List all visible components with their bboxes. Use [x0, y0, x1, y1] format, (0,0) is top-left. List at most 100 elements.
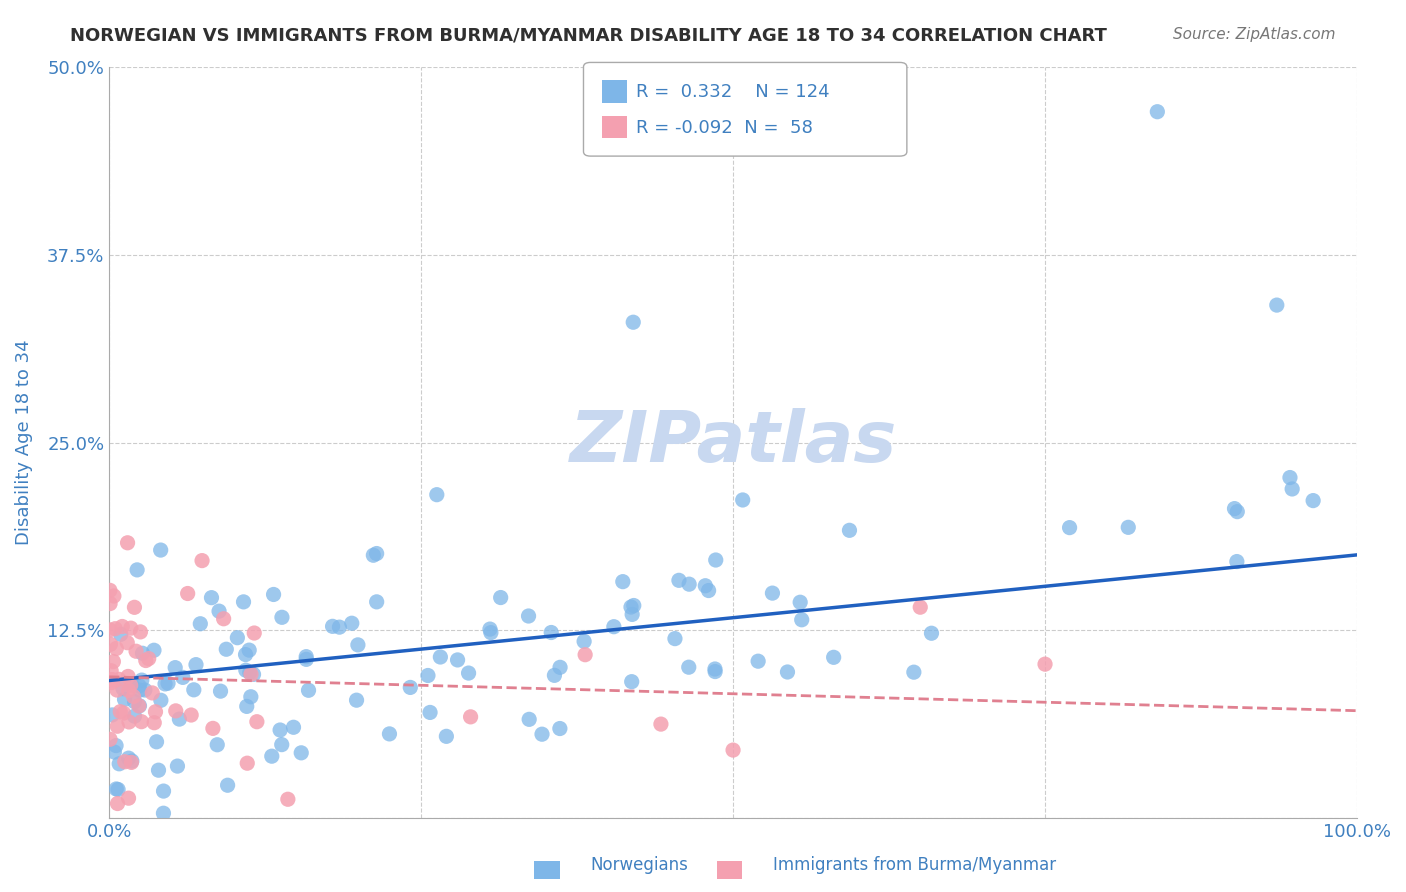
- Point: [328, 620, 350, 634]
- Point: [478, 622, 501, 636]
- Text: R =  0.332    N = 124: R = 0.332 N = 124: [636, 83, 830, 101]
- Text: NORWEGIAN VS IMMIGRANTS FROM BURMA/MYANMAR DISABILITY AGE 18 TO 34 CORRELATION C: NORWEGIAN VS IMMIGRANTS FROM BURMA/MYANM…: [70, 27, 1107, 45]
- Point: [346, 693, 368, 707]
- Point: [107, 797, 129, 811]
- Point: [363, 548, 385, 562]
- Point: [125, 644, 148, 658]
- Point: [903, 665, 925, 680]
- Point: [239, 665, 262, 680]
- Point: [246, 714, 269, 729]
- Point: [434, 729, 457, 743]
- Point: [269, 723, 291, 737]
- Point: [290, 746, 312, 760]
- Text: Source: ZipAtlas.com: Source: ZipAtlas.com: [1173, 27, 1336, 42]
- Point: [128, 683, 150, 698]
- Point: [101, 673, 124, 687]
- Point: [105, 739, 128, 753]
- Point: [457, 666, 479, 681]
- Point: [731, 493, 754, 508]
- Point: [703, 662, 725, 676]
- Point: [145, 705, 167, 719]
- Point: [921, 626, 943, 640]
- Point: [172, 670, 194, 684]
- Point: [697, 583, 720, 598]
- Point: [217, 778, 239, 792]
- Point: [260, 749, 283, 764]
- Point: [152, 806, 174, 821]
- Point: [165, 660, 187, 674]
- Point: [122, 690, 145, 704]
- Point: [399, 681, 422, 695]
- Point: [776, 665, 799, 679]
- Point: [612, 574, 634, 589]
- Point: [107, 782, 129, 797]
- Point: [283, 720, 305, 734]
- Point: [489, 591, 512, 605]
- Point: [98, 732, 121, 747]
- Point: [157, 676, 180, 690]
- Point: [747, 654, 769, 668]
- Point: [366, 595, 388, 609]
- Text: Norwegians: Norwegians: [591, 856, 689, 874]
- Text: Immigrants from Burma/Myanmar: Immigrants from Burma/Myanmar: [773, 856, 1056, 874]
- Point: [110, 627, 132, 641]
- Point: [668, 574, 690, 588]
- Point: [236, 756, 259, 771]
- Point: [180, 708, 202, 723]
- Point: [131, 646, 153, 660]
- Point: [548, 722, 571, 736]
- Point: [823, 650, 845, 665]
- Point: [124, 600, 146, 615]
- Point: [1059, 520, 1081, 534]
- Point: [242, 667, 264, 681]
- Point: [277, 792, 299, 806]
- Point: [1278, 470, 1301, 484]
- Point: [105, 683, 128, 698]
- Point: [226, 631, 249, 645]
- Point: [191, 553, 214, 567]
- Point: [1033, 657, 1056, 672]
- Point: [207, 738, 229, 752]
- Point: [108, 756, 131, 771]
- Point: [201, 722, 224, 736]
- Point: [621, 315, 644, 329]
- Point: [100, 637, 122, 651]
- Point: [240, 667, 263, 681]
- Point: [621, 607, 644, 622]
- Point: [238, 643, 260, 657]
- Point: [138, 651, 160, 665]
- Point: [152, 784, 174, 798]
- Point: [460, 710, 482, 724]
- Point: [98, 623, 121, 637]
- Point: [120, 756, 142, 770]
- Point: [118, 714, 141, 729]
- Point: [112, 706, 135, 720]
- Point: [270, 738, 292, 752]
- Point: [134, 683, 156, 698]
- Point: [98, 583, 121, 598]
- Point: [114, 755, 136, 769]
- Point: [110, 705, 132, 719]
- Point: [340, 616, 363, 631]
- Point: [176, 586, 198, 600]
- Point: [141, 686, 163, 700]
- Point: [704, 553, 727, 567]
- Point: [620, 600, 643, 615]
- Point: [208, 604, 231, 618]
- Point: [295, 649, 318, 664]
- Point: [128, 698, 150, 713]
- Point: [117, 669, 139, 683]
- Point: [650, 717, 672, 731]
- Point: [232, 595, 254, 609]
- Point: [620, 674, 643, 689]
- Point: [704, 665, 727, 679]
- Point: [838, 524, 860, 538]
- Point: [128, 679, 150, 693]
- Point: [322, 619, 344, 633]
- Point: [1146, 104, 1168, 119]
- Point: [678, 577, 700, 591]
- Point: [209, 684, 232, 698]
- Point: [200, 591, 222, 605]
- Point: [148, 763, 170, 777]
- Point: [103, 589, 125, 603]
